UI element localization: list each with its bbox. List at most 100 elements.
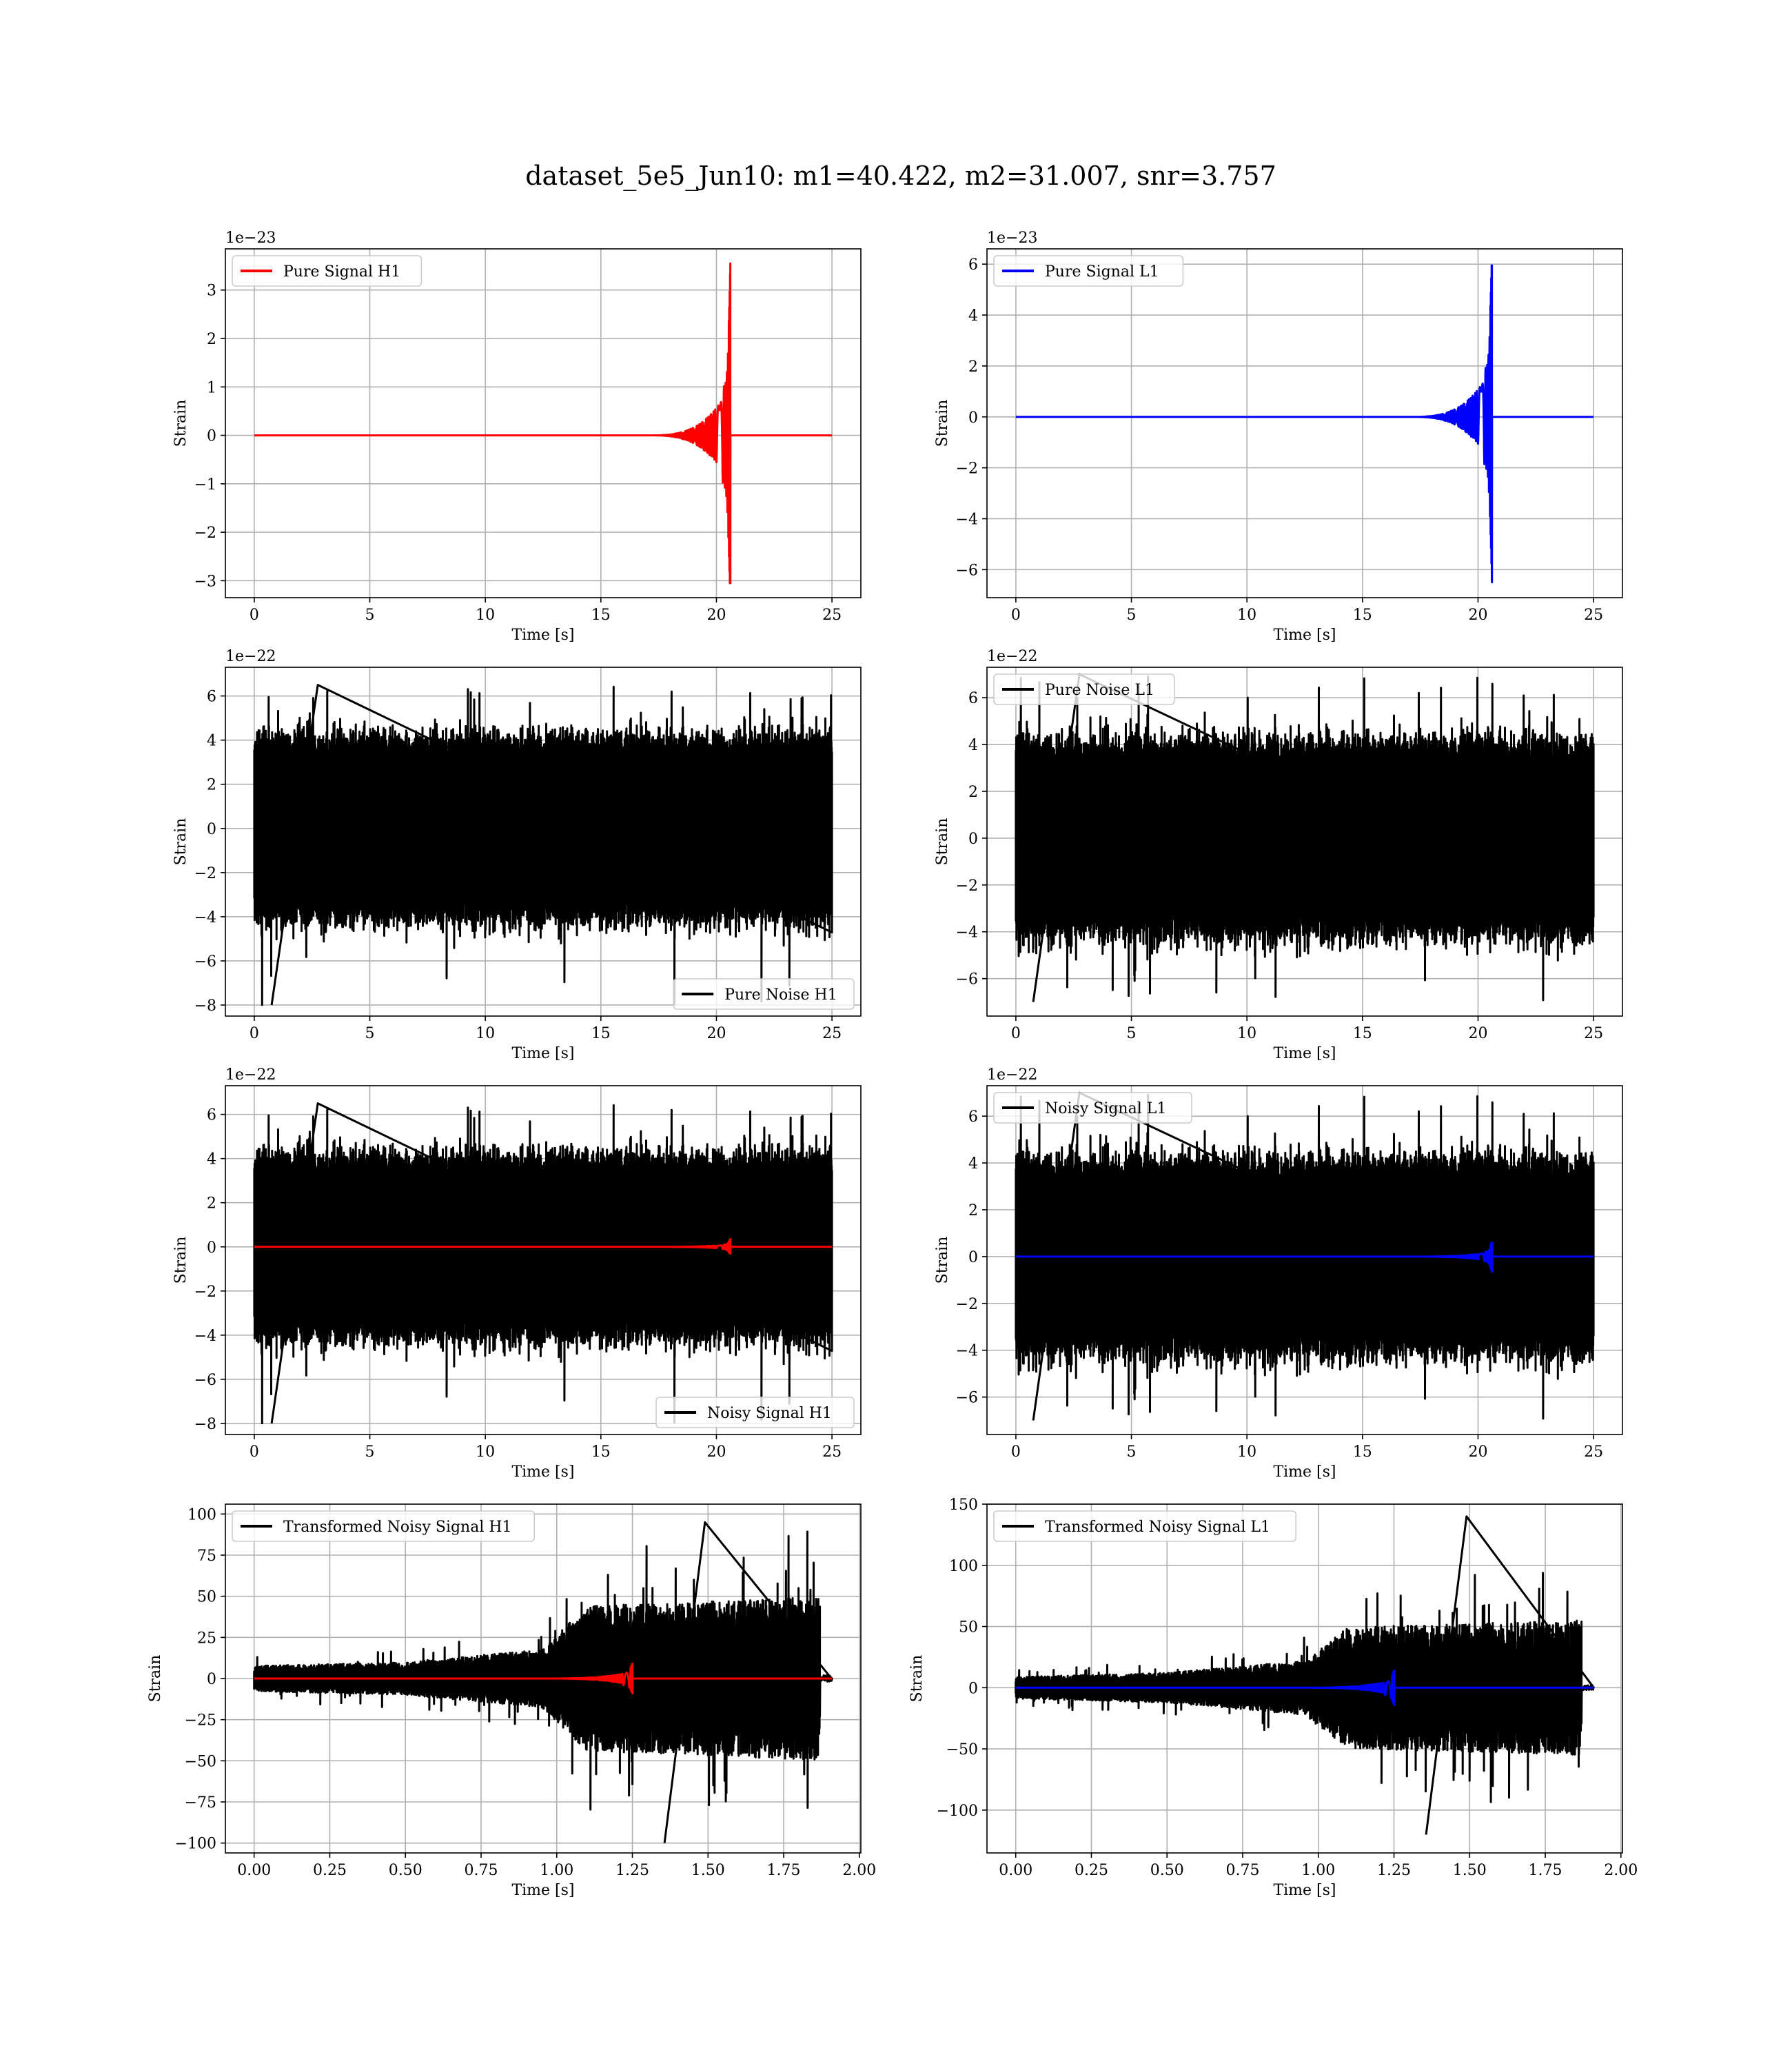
plot-area: [253, 1521, 833, 1843]
y-tick-label: 2: [968, 1202, 978, 1219]
axes-frame: [986, 1085, 1623, 1435]
plot-area: [1015, 1091, 1595, 1421]
x-tick-label: 10: [1237, 1025, 1256, 1042]
x-tick-label: 1.50: [691, 1862, 725, 1879]
y-tick-label: −25: [185, 1712, 216, 1730]
x-tick-label: 10: [476, 607, 495, 624]
y-tick-label: 1: [207, 379, 216, 396]
y-offset-label: 1e−22: [987, 1066, 1037, 1084]
y-tick-label: −2: [194, 525, 216, 542]
y-tick-label: −4: [956, 1343, 978, 1360]
axes-frame: [225, 248, 862, 598]
y-axis-label: Strain: [934, 1237, 951, 1284]
y-tick-label: −2: [194, 865, 216, 882]
y-tick-label: −100: [937, 1803, 978, 1820]
legend-box: [993, 255, 1184, 287]
x-axis-label: Time [s]: [1273, 1882, 1336, 1899]
y-tick-label: −6: [194, 953, 216, 971]
x-tick-label: 20: [1468, 1443, 1487, 1461]
y-offset-label: 1e−22: [225, 648, 276, 665]
series-line-1: [1015, 264, 1595, 584]
x-tick-label: 15: [1353, 607, 1372, 624]
x-tick-label: 25: [822, 1025, 842, 1042]
y-tick-label: 0: [968, 1680, 978, 1697]
subplot-3: 0 5 10 15 20 25 −8 −6 −4 −2 0 2 4 6 1e−22 Time [s] Strai…: [172, 648, 862, 1062]
y-tick-label: −6: [194, 1372, 216, 1389]
y-offset-label: 1e−22: [987, 648, 1037, 665]
legend-label: Noisy Signal L1: [1045, 1100, 1166, 1117]
y-axis-label: Strain: [172, 818, 190, 866]
y-tick-label: −6: [956, 971, 978, 989]
x-tick-label: 10: [1237, 1443, 1256, 1461]
y-tick-label: −4: [194, 909, 216, 926]
y-tick-label: −100: [175, 1836, 216, 1853]
series-line-1: [253, 262, 833, 585]
y-tick-label: 0: [968, 409, 978, 427]
plot-area: [253, 1102, 833, 1425]
legend: Pure Noise H1: [673, 978, 855, 1010]
y-tick-label: −6: [956, 1390, 978, 1407]
x-tick-label: 0.00: [237, 1862, 271, 1879]
x-tick-label: 5: [365, 607, 375, 624]
y-axis-label: Strain: [908, 1655, 926, 1703]
x-tick-label: 1.50: [1453, 1862, 1487, 1879]
x-tick-label: 10: [476, 1443, 495, 1461]
y-tick-label: −8: [194, 997, 216, 1015]
y-tick-label: −3: [194, 573, 216, 590]
subplot-7: 0.00 0.25 0.50 0.75 1.00 1.25 1.50 1.75 2.00 −100…: [147, 1503, 876, 1899]
legend-box: [993, 1092, 1192, 1124]
y-tick-label: 6: [968, 1108, 978, 1126]
y-tick-label: −6: [956, 562, 978, 579]
x-axis-label: Time [s]: [1273, 1463, 1336, 1481]
legend: Pure Noise L1: [993, 673, 1175, 705]
plot-area: [1015, 1515, 1595, 1835]
x-tick-label: 25: [822, 1443, 842, 1461]
x-tick-label: 0.25: [1075, 1862, 1108, 1879]
figure-title: dataset_5e5_Jun10: m1=40.422, m2=31.007,…: [525, 161, 1276, 192]
y-tick-label: 100: [949, 1558, 978, 1575]
x-tick-label: 10: [476, 1025, 495, 1042]
legend-box: [232, 1510, 536, 1542]
legend: Transformed Noisy Signal H1: [232, 1510, 536, 1542]
y-tick-label: −4: [194, 1328, 216, 1345]
series-line-1: [1015, 673, 1595, 1002]
plot-area: [253, 684, 833, 1006]
x-axis-label: Time [s]: [1273, 627, 1336, 644]
y-tick-label: 0: [207, 821, 216, 838]
x-tick-label: 5: [1127, 607, 1137, 624]
x-tick-label: 1.00: [540, 1862, 573, 1879]
x-tick-label: 1.25: [615, 1862, 649, 1879]
y-tick-label: 6: [968, 690, 978, 707]
x-tick-label: 5: [1127, 1025, 1137, 1042]
x-axis-label: Time [s]: [511, 1463, 574, 1481]
y-tick-label: −50: [185, 1753, 216, 1770]
x-axis-label: Time [s]: [511, 1882, 574, 1899]
x-tick-label: 0.50: [1150, 1862, 1184, 1879]
y-tick-label: 2: [968, 358, 978, 376]
x-tick-label: 2.00: [842, 1862, 876, 1879]
legend-label: Noisy Signal H1: [707, 1405, 832, 1422]
y-tick-label: 0: [968, 831, 978, 848]
legend-label: Transformed Noisy Signal L1: [1045, 1519, 1270, 1536]
x-tick-label: 20: [706, 1443, 726, 1461]
legend-box: [232, 255, 422, 287]
y-tick-label: 6: [968, 256, 978, 274]
axes-frame: [986, 667, 1623, 1017]
x-tick-label: 5: [365, 1025, 375, 1042]
y-tick-label: 2: [207, 331, 216, 348]
x-tick-label: 0.75: [465, 1862, 498, 1879]
legend-box: [993, 673, 1175, 705]
y-tick-label: 100: [187, 1506, 216, 1523]
y-tick-label: −4: [956, 511, 978, 529]
x-tick-label: 25: [1584, 1443, 1603, 1461]
x-axis-label: Time [s]: [511, 1045, 574, 1062]
series-line-2: [253, 1663, 833, 1694]
series-line-1: [253, 1102, 833, 1425]
y-tick-label: 2: [968, 784, 978, 801]
subplot-5: 0 5 10 15 20 25 −8 −6 −4 −2 0 2 4 6 1e−22 Time [s] Strai…: [172, 1066, 862, 1481]
x-tick-label: 5: [365, 1443, 375, 1461]
x-tick-label: 0: [1011, 1443, 1021, 1461]
y-tick-label: 2: [207, 1195, 216, 1213]
